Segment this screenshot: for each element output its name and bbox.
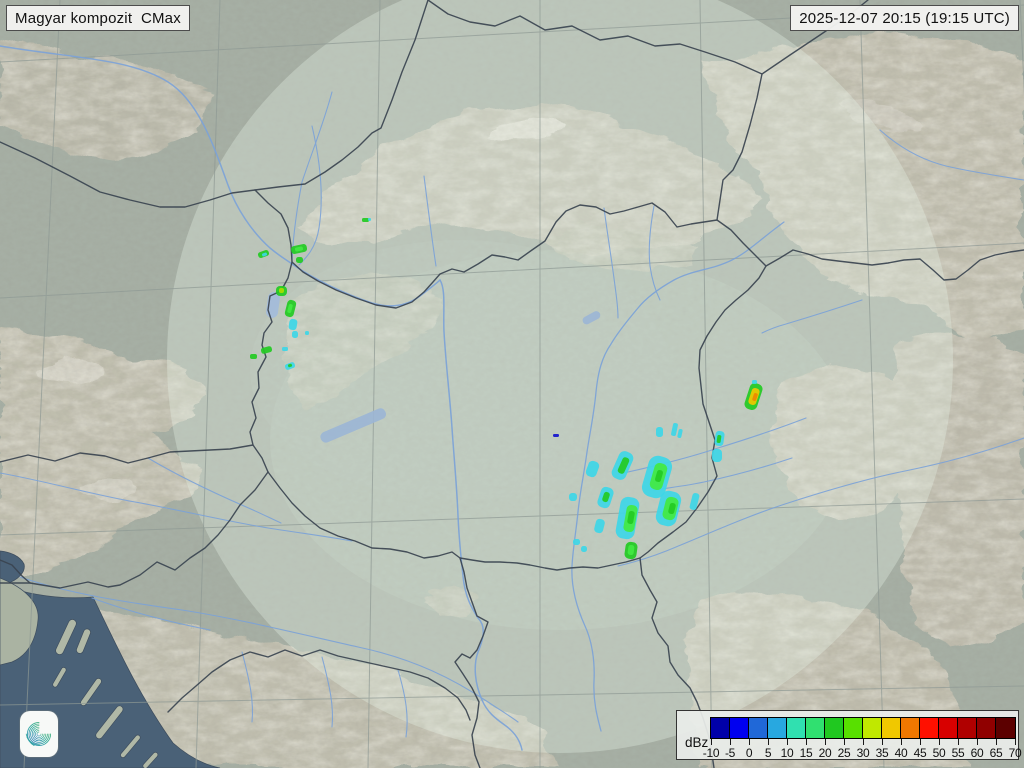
radar-echo-cell (294, 246, 304, 252)
dbz-color-cell (730, 718, 749, 738)
dbz-tick-mark (939, 739, 940, 745)
dbz-tick-label: 35 (875, 746, 889, 760)
dbz-unit-label: dBz (685, 735, 709, 750)
radar-echo-cell (288, 318, 298, 331)
radar-echo-cell (553, 434, 559, 437)
radar-echo-cell (585, 460, 600, 478)
radar-echo-cell (292, 331, 298, 338)
dbz-tick-label: 20 (818, 746, 832, 760)
dbz-color-cell (863, 718, 882, 738)
dbz-color-cell (920, 718, 939, 738)
radar-echo-cell (668, 502, 676, 515)
radar-echo-cell (656, 427, 663, 437)
dbz-color-cell (844, 718, 863, 738)
dbz-tick-mark (825, 739, 826, 745)
dbz-color-cell (958, 718, 977, 738)
dbz-tick-mark (806, 739, 807, 745)
radar-echo-layer (250, 218, 763, 560)
dbz-color-cell (749, 718, 768, 738)
dbz-tick-label: 30 (856, 746, 870, 760)
dbz-tick-mark (768, 739, 769, 745)
radar-echo-cell (655, 469, 663, 483)
radar-echo-cell (569, 493, 577, 501)
dbz-tick-label: 15 (799, 746, 813, 760)
hungaromet-logo (20, 711, 58, 757)
dbz-tick-mark (711, 739, 712, 745)
dbz-color-cell (882, 718, 901, 738)
radar-echo-cell (296, 257, 303, 263)
radar-echo-cell (689, 492, 700, 511)
radar-echo-cell (617, 457, 630, 474)
dbz-tick-label: 0 (745, 746, 753, 760)
dbz-tick-label: 55 (951, 746, 965, 760)
radar-echo-cell (594, 518, 605, 534)
dbz-tick-label: 25 (837, 746, 851, 760)
dbz-tick-mark (844, 739, 845, 745)
radar-echo-cell (752, 392, 758, 402)
dbz-tick-mark (787, 739, 788, 745)
radar-echo-cell (716, 434, 722, 444)
dbz-tick-labels: -10 -5 0 5 10 15 20 25 30 35 40 45 50 55 60 65 70 (677, 711, 1022, 760)
dbz-tick-label: 60 (970, 746, 984, 760)
radar-echo-cell (573, 539, 580, 545)
dbz-color-cell (901, 718, 920, 738)
dbz-tick-mark (882, 739, 883, 745)
dbz-tick-label: -5 (724, 746, 736, 760)
dbz-legend: dBz -10 -5 0 5 10 15 20 25 30 35 40 45 50 55 60 65 70 (676, 710, 1022, 760)
spiral-logo-icon (25, 721, 52, 747)
dbz-color-cell (939, 718, 958, 738)
radar-echo-cell (627, 510, 635, 525)
radar-echo-cell (279, 288, 284, 293)
radar-echo-cell (627, 544, 635, 556)
radar-echo-cell (287, 303, 293, 314)
dbz-tick-mark (901, 739, 902, 745)
dbz-tick-mark (730, 739, 731, 745)
radar-echo-cell (250, 354, 257, 359)
radar-echo-cell (712, 449, 722, 462)
dbz-color-cell (787, 718, 806, 738)
dbz-tick-label: 45 (913, 746, 927, 760)
radar-echo-cell (671, 422, 678, 437)
dbz-tick-mark (920, 739, 921, 745)
dbz-color-cell (711, 718, 730, 738)
radar-echo-cell (260, 346, 273, 354)
dbz-tick-label: 70 (1008, 746, 1022, 760)
dbz-tick-mark (749, 739, 750, 745)
dbz-color-cell (806, 718, 825, 738)
dbz-tick-label: 10 (780, 746, 794, 760)
dbz-tick-label: -10 (702, 746, 720, 760)
product-title: Magyar kompozit CMax (6, 5, 190, 31)
dbz-tick-label: 50 (932, 746, 946, 760)
radar-echo-cell (282, 347, 288, 351)
radar-coverage-circle (167, 0, 953, 753)
dbz-tick-mark (958, 739, 959, 745)
radar-echo-cell (305, 331, 309, 335)
dbz-color-cell (977, 718, 996, 738)
radar-echo-cell (752, 380, 757, 384)
radar-echo-cell (261, 252, 268, 257)
radar-echo-cell (368, 218, 371, 221)
timestamp: 2025-12-07 20:15 (19:15 UTC) (790, 5, 1019, 31)
dbz-tick-label: 40 (894, 746, 908, 760)
dbz-tick-mark (863, 739, 864, 745)
dbz-color-cell (768, 718, 787, 738)
radar-echo-cell (602, 491, 610, 503)
dbz-color-scale (710, 717, 1016, 739)
dbz-tick-mark (1015, 739, 1016, 745)
dbz-tick-mark (977, 739, 978, 745)
radar-echo-cell (362, 218, 369, 222)
dbz-tick-label: 65 (989, 746, 1003, 760)
radar-echo-cell (677, 428, 683, 439)
dbz-tick-mark (996, 739, 997, 745)
dbz-color-cell (996, 718, 1015, 738)
dbz-color-cell (825, 718, 844, 738)
dbz-tick-label: 5 (764, 746, 772, 760)
radar-echo-cell (581, 546, 587, 552)
radar-echo-cell (287, 363, 293, 368)
